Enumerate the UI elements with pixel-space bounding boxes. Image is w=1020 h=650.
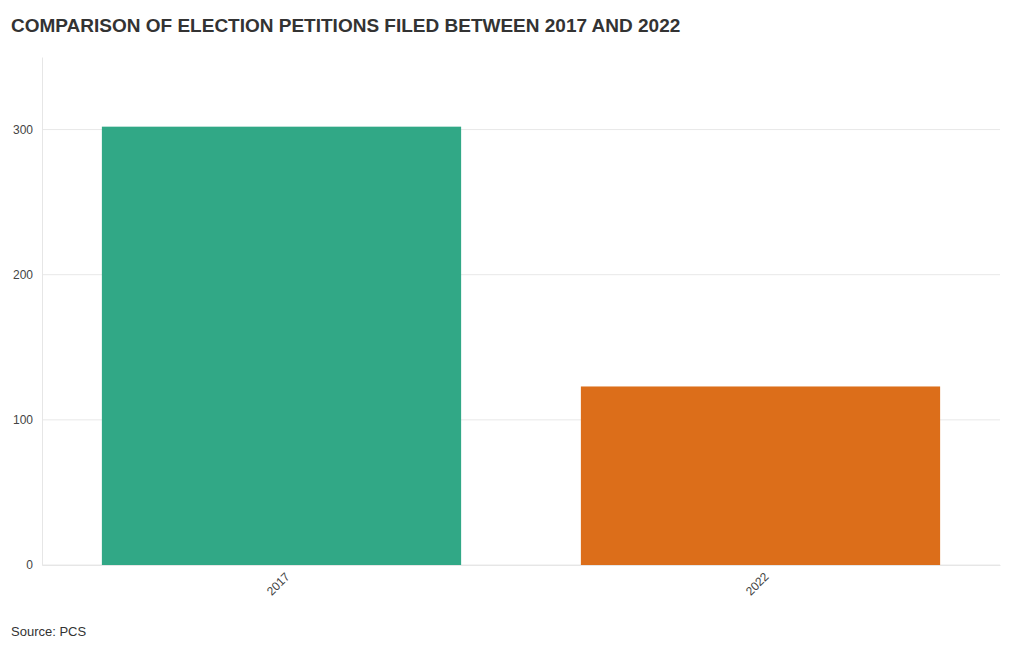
- x-tick: 2017: [264, 565, 293, 598]
- y-tick: 300: [13, 123, 42, 137]
- x-tick-label: 2022: [743, 569, 772, 598]
- y-tick-label: 0: [26, 558, 33, 572]
- bar: [581, 386, 940, 565]
- bar: [102, 127, 461, 565]
- y-axis: 0 100 200 300: [13, 58, 43, 573]
- title: COMPARISON OF ELECTION PETITIONS FILED B…: [11, 15, 680, 36]
- chart: 0 100 200 300 2017 2022 COMPARISON OF ELECTION…: [0, 0, 1020, 650]
- y-tick-label: 200: [13, 268, 33, 282]
- y-tick: 200: [13, 268, 42, 282]
- x-tick: 2022: [743, 565, 772, 598]
- y-tick: 0: [26, 558, 42, 572]
- y-tick: 100: [13, 413, 42, 427]
- source: Source: PCS: [11, 624, 86, 639]
- x-axis-line: [43, 565, 1001, 566]
- bars: [102, 127, 940, 565]
- x-axis: 2017 2022: [43, 565, 1001, 598]
- y-tick-label: 100: [13, 413, 33, 427]
- x-tick-label: 2017: [264, 569, 293, 598]
- y-axis-line: [42, 58, 43, 566]
- y-tick-label: 300: [13, 123, 33, 137]
- plot: 0 100 200 300 2017 2022: [13, 58, 1001, 599]
